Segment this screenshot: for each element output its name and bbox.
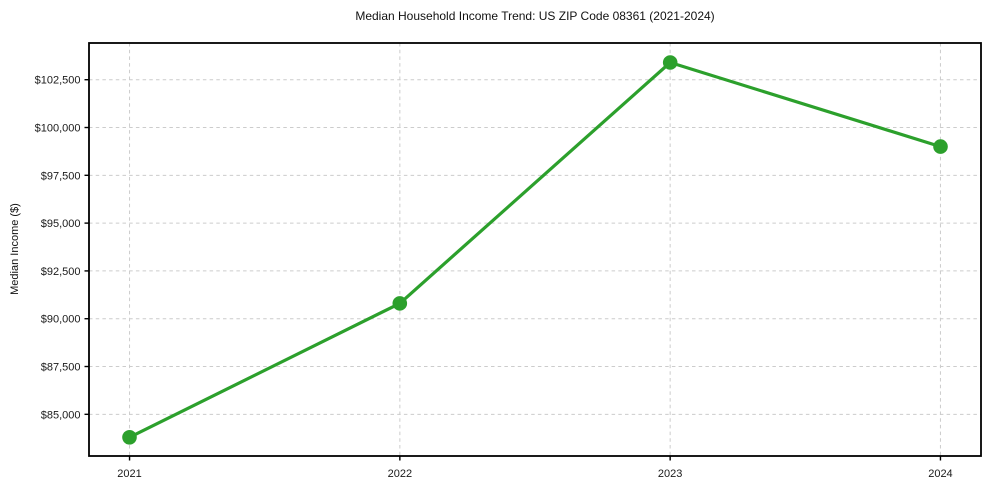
x-tick-label: 2024 (928, 468, 952, 480)
x-tick-label: 2023 (658, 468, 682, 480)
data-point (933, 139, 948, 154)
chart-title: Median Household Income Trend: US ZIP Co… (355, 9, 715, 23)
data-point (392, 296, 408, 311)
data-line (127, 60, 943, 439)
y-tick-label: $92,500 (41, 266, 81, 278)
plot-border (88, 42, 982, 457)
y-tick-label: $85,000 (41, 409, 81, 421)
x-tick-label: 2021 (117, 468, 141, 480)
data-point (662, 55, 678, 70)
y-tick-label: $100,000 (35, 123, 81, 135)
y-tick-label: $102,500 (35, 75, 81, 87)
data-point (122, 430, 137, 445)
y-tick-label: $97,500 (41, 170, 81, 182)
y-tick-label: $90,000 (41, 314, 81, 326)
y-tick-label: $95,000 (41, 218, 81, 230)
y-tick-label: $87,500 (41, 362, 81, 374)
y-axis-label: Median Income ($) (9, 203, 21, 295)
x-tick-label: 2022 (388, 468, 412, 480)
